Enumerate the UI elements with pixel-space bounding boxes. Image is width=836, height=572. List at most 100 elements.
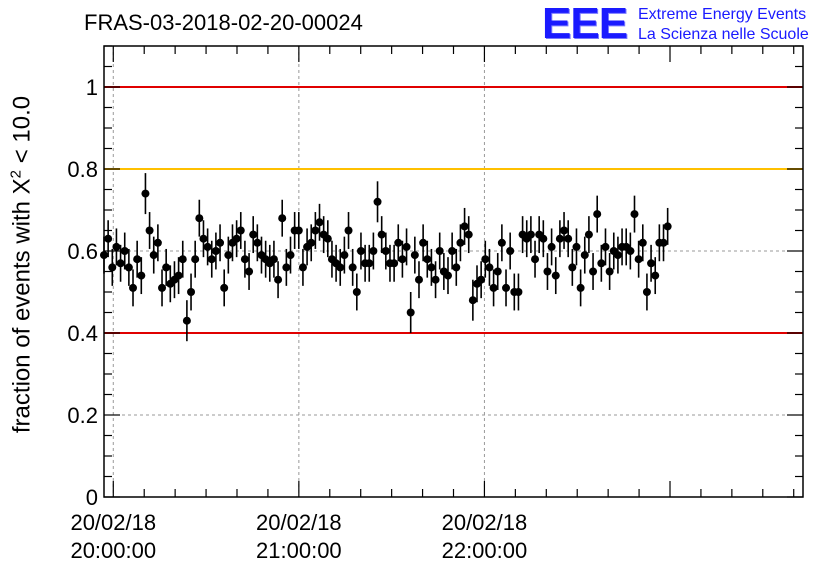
data-point: [356, 247, 365, 255]
data-point: [456, 238, 465, 247]
data-point: [435, 247, 444, 255]
data-point: [108, 263, 117, 272]
data-point: [133, 255, 142, 264]
data-point: [427, 263, 436, 272]
data-point: [651, 271, 660, 280]
reference-lines: [104, 86, 803, 334]
y-tick-label: 1: [86, 75, 98, 100]
data-point: [551, 271, 560, 280]
data-point: [502, 283, 511, 292]
axis-ticks: [104, 45, 803, 498]
y-tick-label: 0.6: [67, 239, 98, 264]
data-point: [112, 242, 121, 251]
y-tick-label: 0.2: [67, 403, 98, 428]
data-point: [365, 259, 374, 268]
data-point: [481, 255, 490, 264]
data-point: [626, 247, 635, 255]
data-point: [191, 255, 200, 264]
data-point: [394, 238, 403, 247]
data-point: [199, 234, 208, 243]
data-point: [489, 283, 498, 292]
data-point: [274, 275, 283, 284]
y-tick-label: 0: [86, 485, 98, 510]
data-point: [116, 259, 125, 268]
data-point: [493, 267, 502, 276]
data-point: [485, 263, 494, 272]
data-point: [593, 210, 602, 219]
data-point: [448, 247, 457, 255]
data-point: [580, 251, 589, 260]
data-point: [207, 255, 216, 264]
data-point: [526, 230, 535, 239]
data-point: [282, 263, 291, 272]
data-point: [543, 267, 552, 276]
data-point: [572, 242, 581, 251]
data-point: [419, 238, 428, 247]
x-tick-label-date: 20/02/18: [442, 510, 528, 535]
data-point: [240, 255, 249, 264]
data-point: [497, 238, 506, 247]
data-point: [311, 226, 320, 235]
logo-line-2: La Scienza nelle Scuole: [638, 26, 809, 43]
data-point: [340, 251, 349, 260]
data-point: [589, 267, 598, 276]
data-point: [423, 255, 432, 264]
data-points: [100, 173, 672, 342]
data-point: [414, 275, 423, 284]
data-point: [141, 189, 150, 198]
data-point: [477, 275, 486, 284]
data-point: [129, 283, 138, 292]
data-point: [597, 259, 606, 268]
data-point: [406, 308, 415, 317]
data-point: [506, 247, 515, 255]
data-point: [410, 251, 419, 260]
data-point: [555, 234, 564, 243]
data-point: [630, 210, 639, 219]
logo-mark: EEE: [542, 0, 628, 48]
x-tick-label-time: 21:00:00: [256, 538, 342, 563]
data-point: [352, 288, 361, 296]
data-point: [124, 263, 133, 272]
x-tick-label-time: 22:00:00: [442, 538, 528, 563]
data-point: [236, 226, 245, 235]
data-point: [315, 218, 324, 227]
data-point: [298, 263, 307, 272]
data-point: [145, 226, 154, 235]
data-point: [174, 271, 183, 280]
data-point: [634, 255, 643, 264]
data-point: [249, 230, 258, 239]
data-point: [104, 234, 113, 243]
x-tick-label-time: 20:00:00: [70, 538, 156, 563]
x-tick-label-date: 20/02/18: [70, 510, 156, 535]
data-point: [605, 267, 614, 276]
data-point: [162, 263, 171, 272]
data-point: [547, 242, 556, 251]
data-point: [576, 283, 585, 292]
data-point: [381, 247, 390, 255]
data-point: [137, 271, 146, 280]
data-point: [153, 238, 162, 247]
data-point: [373, 197, 382, 206]
data-point: [431, 275, 440, 284]
data-point: [344, 226, 353, 235]
data-point: [203, 242, 212, 251]
data-point: [224, 251, 233, 260]
data-point: [178, 255, 187, 264]
tick-labels: 0 0.2 0.4 0.6 0.8 1 20/02/18 20:00:00 20/02/18 21…: [67, 75, 527, 563]
y-tick-label: 0.4: [67, 321, 98, 346]
data-point: [323, 234, 332, 243]
data-point: [468, 296, 477, 305]
data-point: [245, 267, 254, 276]
data-point: [187, 288, 196, 296]
logo-line-1: Extreme Energy Events: [638, 6, 807, 23]
chart-title: FRAS-03-2018-02-20-00024: [84, 10, 363, 35]
grid-lines: [104, 46, 803, 497]
y-axis-label-suffix: < 10.0: [8, 95, 36, 170]
data-point: [286, 251, 295, 260]
data-point: [443, 271, 452, 280]
data-point: [211, 247, 220, 255]
data-point: [120, 247, 129, 255]
data-point: [278, 214, 287, 223]
data-point: [638, 238, 647, 247]
